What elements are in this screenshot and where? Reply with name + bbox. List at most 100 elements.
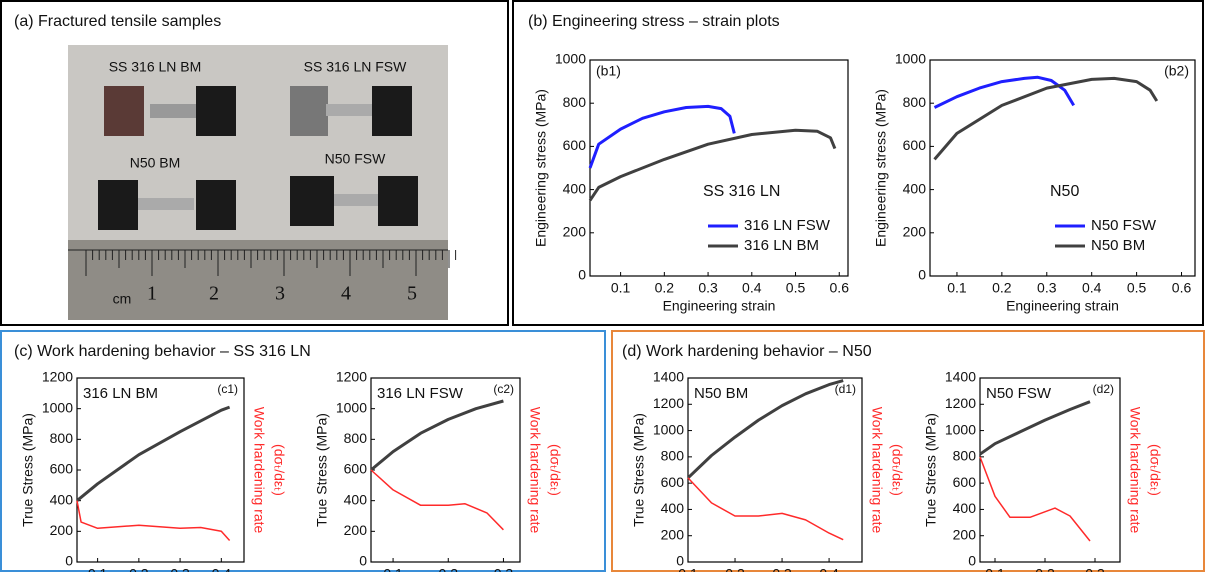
series-line xyxy=(588,104,736,169)
ruler-label: 4 xyxy=(341,283,351,305)
x-tick-label: 0.2 xyxy=(725,566,745,572)
series-line xyxy=(979,456,1091,542)
annotation: N50 BM xyxy=(694,385,748,402)
y-tick-label: 1000 xyxy=(895,51,926,67)
ruler-label: 1 xyxy=(147,283,157,305)
y-axis-label: Engineering stress (MPa) xyxy=(873,89,889,247)
y2-axis-label: (dσₜ/dεₜ) xyxy=(271,444,287,496)
x-tick-label: 0.1 xyxy=(678,566,698,572)
series-line xyxy=(370,469,504,531)
y-tick-label: 0 xyxy=(359,553,367,569)
legend-label: N50 FSW xyxy=(1091,217,1157,234)
x-tick-label: 0.2 xyxy=(439,566,459,572)
y-tick-label: 1000 xyxy=(42,399,73,415)
x-tick-label: 0.1 xyxy=(947,280,967,296)
panel-title: (c) Work hardening behavior – SS 316 LN xyxy=(14,343,311,360)
y-tick-label: 1200 xyxy=(945,395,976,411)
panel-title: (b) Engineering stress – strain plots xyxy=(528,13,780,30)
panel-label: (d2) xyxy=(1093,382,1114,396)
plot-frame xyxy=(687,377,863,563)
y-axis-label: True Stress (MPa) xyxy=(631,413,647,527)
x-tick-label: 0.1 xyxy=(383,566,403,572)
x-tick-label: 0.1 xyxy=(611,280,631,296)
y-tick-label: 800 xyxy=(903,94,927,110)
annotation: 316 LN BM xyxy=(83,385,158,402)
legend-title: SS 316 LN xyxy=(703,183,780,200)
sample-label: SS 316 LN BM xyxy=(109,59,202,75)
series-line xyxy=(979,400,1091,456)
ruler-label: 5 xyxy=(407,283,417,305)
y-tick-label: 200 xyxy=(50,522,74,538)
y-axis-label: True Stress (MPa) xyxy=(923,413,939,527)
y-tick-label: 400 xyxy=(953,500,977,516)
x-tick-label: 0.2 xyxy=(129,566,149,572)
panel-d-frame xyxy=(611,330,1205,572)
x-tick-label: 0.6 xyxy=(1172,280,1192,296)
y-tick-label: 400 xyxy=(661,500,685,516)
y-tick-label: 800 xyxy=(50,430,74,446)
ruler-label: cm xyxy=(113,291,132,307)
y-tick-label: 800 xyxy=(344,430,368,446)
y-tick-label: 0 xyxy=(918,267,926,283)
legend-label: 316 LN BM xyxy=(744,237,819,254)
series-line xyxy=(370,399,504,472)
y-tick-label: 800 xyxy=(953,448,977,464)
ruler-label: 3 xyxy=(275,283,285,305)
panel-label: (c2) xyxy=(493,382,514,396)
legend-label: 316 LN FSW xyxy=(744,217,831,234)
x-tick-label: 0.3 xyxy=(494,566,514,572)
y-tick-label: 1400 xyxy=(945,369,976,385)
series-line xyxy=(76,405,231,502)
y-tick-label: 600 xyxy=(344,461,368,477)
x-tick-label: 0.2 xyxy=(992,280,1012,296)
annotation: 316 LN FSW xyxy=(377,385,464,402)
x-tick-label: 0.4 xyxy=(1082,280,1102,296)
x-tick-label: 0.3 xyxy=(1037,280,1057,296)
x-tick-label: 0.5 xyxy=(786,280,806,296)
annotation: N50 FSW xyxy=(986,385,1052,402)
x-tick-label: 0.1 xyxy=(985,566,1005,572)
y-tick-label: 1000 xyxy=(653,421,684,437)
y-tick-label: 400 xyxy=(563,180,587,196)
y-tick-label: 600 xyxy=(903,137,927,153)
sample-label: SS 316 LN FSW xyxy=(304,59,407,75)
y-tick-label: 400 xyxy=(903,180,927,196)
y-tick-label: 800 xyxy=(563,94,587,110)
y2-axis-label: Work hardening rate xyxy=(251,407,267,534)
y-tick-label: 1200 xyxy=(42,369,73,385)
panel-label: (d1) xyxy=(835,382,856,396)
panel-a-frame xyxy=(0,0,509,326)
sample-label: N50 FSW xyxy=(325,151,386,167)
y-axis-label: True Stress (MPa) xyxy=(314,413,330,527)
plot-frame xyxy=(76,377,245,563)
y-tick-label: 0 xyxy=(968,553,976,569)
y-axis-label: True Stress (MPa) xyxy=(20,413,36,527)
x-tick-label: 0.1 xyxy=(88,566,108,572)
y-tick-label: 1200 xyxy=(336,369,367,385)
plot-frame xyxy=(979,377,1121,563)
sample-label: N50 BM xyxy=(130,155,181,171)
x-tick-label: 0.4 xyxy=(742,280,762,296)
sample-photo xyxy=(68,45,448,320)
series-line xyxy=(687,477,844,541)
y-tick-label: 1000 xyxy=(336,399,367,415)
y-tick-label: 1400 xyxy=(653,369,684,385)
legend-label: N50 BM xyxy=(1091,237,1145,254)
series-line xyxy=(686,379,844,479)
x-tick-label: 0.2 xyxy=(1035,566,1055,572)
y-tick-label: 0 xyxy=(676,553,684,569)
panel-label: (c1) xyxy=(217,382,238,396)
y-tick-label: 0 xyxy=(578,267,586,283)
y-tick-label: 1200 xyxy=(653,395,684,411)
x-axis-label: Engineering strain xyxy=(663,298,776,314)
x-tick-label: 0.3 xyxy=(170,566,190,572)
x-tick-label: 0.4 xyxy=(819,566,839,572)
x-tick-label: 0.3 xyxy=(772,566,792,572)
plot-frame xyxy=(370,377,521,563)
y-tick-label: 200 xyxy=(953,526,977,542)
x-tick-label: 0.2 xyxy=(655,280,675,296)
y-tick-label: 800 xyxy=(661,448,685,464)
panel-label: (b1) xyxy=(596,63,621,79)
y-tick-label: 1000 xyxy=(555,51,586,67)
